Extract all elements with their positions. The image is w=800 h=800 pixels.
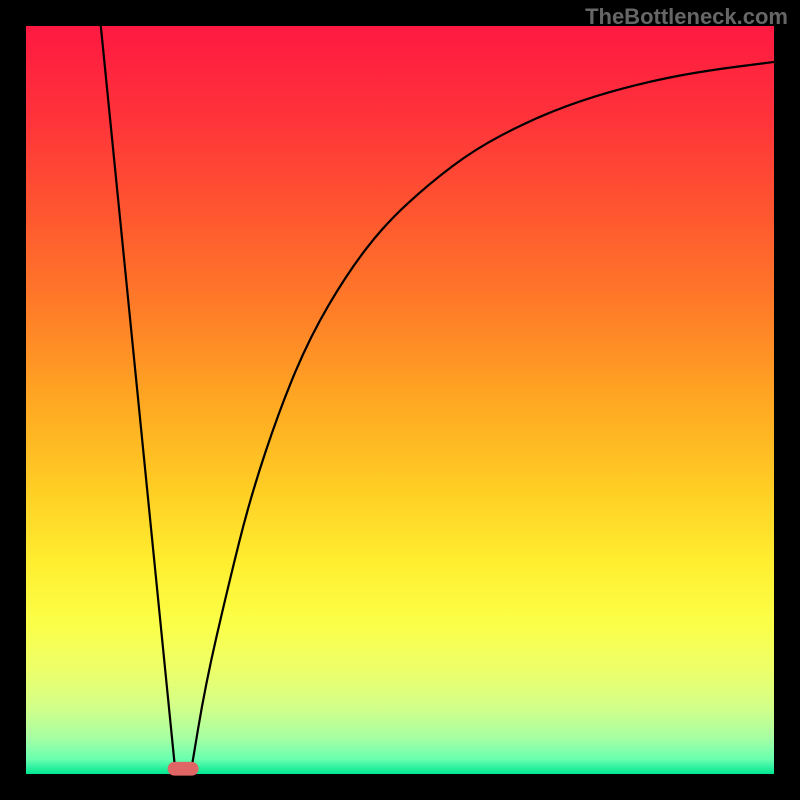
bottleneck-chart: TheBottleneck.com — [0, 0, 800, 800]
optimum-marker — [168, 762, 198, 775]
chart-svg — [0, 0, 800, 800]
watermark-text: TheBottleneck.com — [585, 4, 788, 30]
